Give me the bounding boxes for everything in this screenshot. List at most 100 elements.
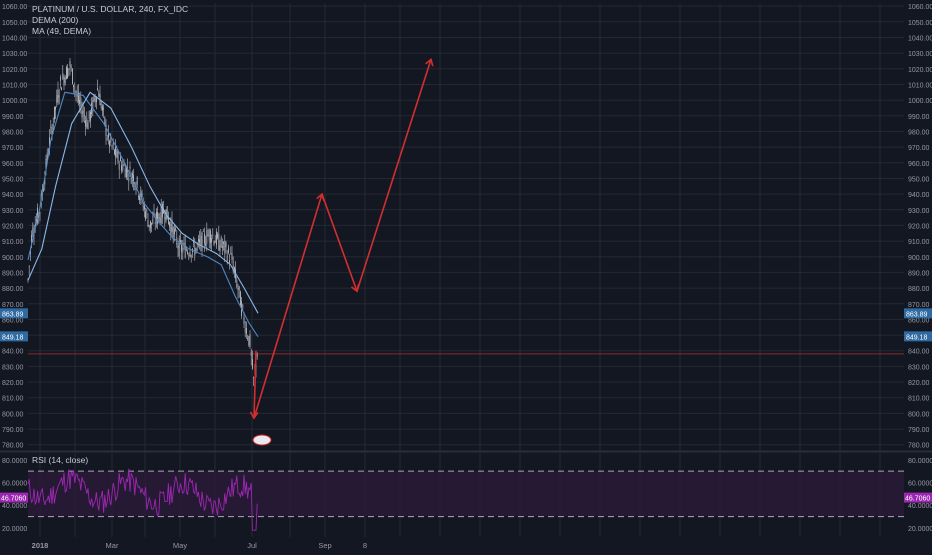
candle-body (158, 213, 160, 220)
price-tick-label-right: 900.00 (908, 255, 930, 262)
candle-body (201, 232, 203, 251)
rsi-band-fill (28, 471, 904, 517)
time-tick-label: May (173, 541, 187, 550)
price-tick-label-right: 830.00 (908, 364, 930, 371)
price-tick-label-left: 1060.00 (2, 4, 27, 11)
candle-body (90, 112, 91, 121)
candle-body (120, 157, 121, 162)
candle-body (79, 100, 80, 104)
candle-body (117, 151, 119, 162)
price-tick-label-right: 960.00 (908, 161, 930, 168)
time-tick-label: Sep (318, 541, 331, 550)
candle-body (121, 165, 122, 171)
candle-body (237, 288, 239, 290)
candle-body (88, 110, 90, 120)
ma-badge-right-bg (904, 308, 932, 319)
candle-body (138, 195, 139, 197)
dema-200-line (27, 91, 259, 338)
candle-body (240, 291, 241, 307)
candle-body (144, 205, 145, 210)
candle-body (55, 106, 56, 110)
rsi-line (27, 468, 258, 531)
candle-body (49, 137, 50, 147)
price-tick-label-left: 920.00 (2, 223, 24, 230)
price-tick-label-left: 780.00 (2, 443, 24, 450)
candle-body (172, 227, 174, 241)
rsi-tick-label-right: 20.0000 (908, 526, 932, 533)
candle-body (222, 246, 223, 248)
price-tick-label-left: 840.00 (2, 349, 24, 356)
candle-body (73, 84, 74, 88)
candle-body (50, 126, 52, 129)
candle-body (70, 66, 72, 69)
rsi-tick-label-left: 40.0000 (2, 503, 27, 510)
price-tick-label-left: 1030.00 (2, 51, 27, 58)
price-tick-label-right: 1010.00 (908, 82, 932, 89)
time-tick-label: 8 (363, 541, 367, 550)
price-tick-label-right: 790.00 (908, 427, 930, 434)
candle-body (243, 317, 245, 324)
candle-body (68, 68, 70, 70)
candle-body (175, 228, 176, 231)
rsi-tick-label-right: 80.0000 (908, 458, 932, 465)
candle-body (253, 377, 254, 378)
candle-body (72, 68, 73, 84)
candle-body (159, 217, 161, 223)
candle-body (78, 92, 79, 102)
candle-body (30, 250, 31, 254)
time-tick-label: Jul (247, 541, 257, 550)
price-tick-label-right: 1030.00 (908, 51, 932, 58)
candle-body (199, 239, 200, 243)
dema-badge-left-bg (0, 331, 28, 342)
candle-body (150, 220, 151, 229)
candle-body (244, 328, 246, 333)
price-tick-label-left: 1010.00 (2, 82, 27, 89)
candle-body (94, 97, 96, 103)
candle-body (256, 354, 258, 357)
candle-body (188, 255, 190, 256)
price-tick-label-right: 820.00 (908, 380, 930, 387)
candle-body (195, 248, 197, 253)
candle-body (226, 255, 228, 262)
emoji-marker-icon (252, 434, 272, 446)
candle-body (133, 175, 134, 184)
candle-body (156, 211, 157, 221)
price-tick-label-left: 970.00 (2, 145, 24, 152)
candle-body (213, 241, 215, 245)
candle-body (92, 100, 94, 113)
candle-body (216, 231, 217, 246)
candle-body (116, 149, 118, 158)
candle-body (63, 77, 65, 86)
candle-body (62, 72, 64, 79)
price-tick-label-left: 980.00 (2, 129, 24, 136)
candle-body (82, 109, 84, 115)
candle-body (204, 233, 205, 244)
candle-body (171, 219, 173, 232)
candle-body (123, 163, 125, 166)
candle-body (81, 110, 83, 118)
price-tick-label-right: 860.00 (908, 317, 930, 324)
candle-body (148, 224, 150, 227)
candle-body (228, 247, 229, 253)
candle-body (212, 235, 214, 236)
candle-body (219, 245, 221, 251)
price-tick-label-right: 910.00 (908, 239, 930, 246)
price-tick-label-right: 1050.00 (908, 20, 932, 27)
candle-body (250, 351, 252, 357)
candle-body (129, 166, 131, 169)
candle-body (39, 212, 41, 214)
candle-body (252, 359, 253, 369)
candle-body (60, 76, 61, 81)
rsi-tick-label-right: 40.0000 (908, 503, 932, 510)
candle-body (76, 93, 78, 97)
candle-body (236, 280, 238, 288)
price-tick-label-right: 1040.00 (908, 35, 932, 42)
candle-body (165, 209, 167, 222)
candle-body (126, 167, 127, 177)
candle-body (64, 77, 66, 83)
ma-badge-right: 863.89 (906, 311, 928, 318)
price-tick-label-left: 810.00 (2, 396, 24, 403)
candle-body (97, 88, 98, 90)
